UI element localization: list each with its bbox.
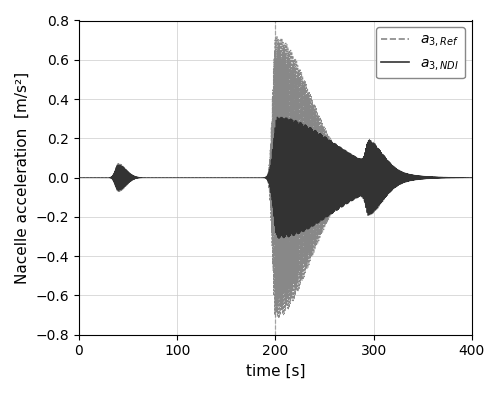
Y-axis label: Nacelle acceleration  [m/s²]: Nacelle acceleration [m/s²] xyxy=(15,72,30,284)
X-axis label: time [s]: time [s] xyxy=(246,364,305,379)
Legend: $a_{3,Ref}$, $a_{3,NDI}$: $a_{3,Ref}$, $a_{3,NDI}$ xyxy=(376,28,465,78)
